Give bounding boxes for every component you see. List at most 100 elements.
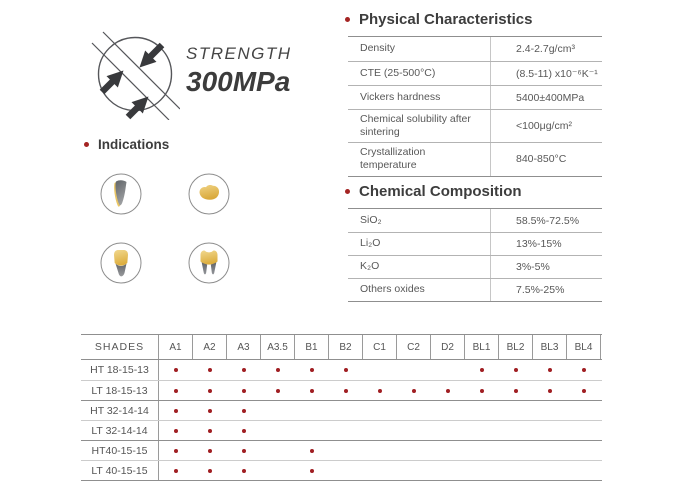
shade-availability-cell xyxy=(499,401,533,420)
shade-availability-cell xyxy=(261,381,295,400)
shade-availability-cell xyxy=(227,441,261,460)
availability-dot-icon xyxy=(208,408,212,413)
shade-availability-cell xyxy=(533,461,567,480)
shade-availability-cell xyxy=(159,461,193,480)
availability-dot-icon xyxy=(378,388,382,393)
availability-dot-icon xyxy=(174,408,178,413)
anterior-crown-icon xyxy=(100,242,142,284)
shade-column-header: A1 xyxy=(159,335,193,359)
shade-availability-cell xyxy=(465,381,499,400)
availability-dot-icon xyxy=(208,448,212,453)
shade-availability-cell xyxy=(329,360,363,380)
availability-dot-icon xyxy=(242,468,246,473)
shade-row-label: LT 18-15-13 xyxy=(81,381,159,400)
shade-availability-cell xyxy=(363,461,397,480)
shade-availability-cell xyxy=(465,421,499,440)
shade-availability-cell xyxy=(397,461,431,480)
shade-row-label: LT 32-14-14 xyxy=(81,421,159,440)
availability-dot-icon xyxy=(208,468,212,473)
row-value: 13%-15% xyxy=(490,233,602,255)
shade-availability-cell xyxy=(533,360,567,380)
shade-availability-cell xyxy=(465,441,499,460)
shade-availability-cell xyxy=(261,401,295,420)
indications-title-text: Indications xyxy=(98,137,170,152)
row-value: 840-850°C xyxy=(490,143,602,176)
shade-availability-cell xyxy=(431,421,465,440)
availability-dot-icon xyxy=(582,368,586,372)
shade-availability-cell xyxy=(363,401,397,420)
shade-availability-cell xyxy=(465,401,499,420)
availability-dot-icon xyxy=(582,388,586,393)
physical-characteristics-table: Density 2.4-2.7g/cm³ CTE (25-500°C) (8.5… xyxy=(348,36,602,177)
shade-availability-cell xyxy=(499,461,533,480)
molar-crown-icon xyxy=(188,242,230,284)
shade-availability-cell xyxy=(397,401,431,420)
shade-availability-cell xyxy=(159,441,193,460)
shade-column-header: BL4 xyxy=(567,335,601,359)
row-value: (8.5-11) x10⁻⁶K⁻¹ xyxy=(490,62,602,85)
table-row: Density 2.4-2.7g/cm³ xyxy=(348,37,602,61)
row-label: SiO₂ xyxy=(360,213,382,226)
shade-availability-cell xyxy=(193,461,227,480)
shade-column-header: A3.5 xyxy=(261,335,295,359)
row-value: 5400±400MPa xyxy=(490,86,602,109)
shade-availability-cell xyxy=(227,461,261,480)
shade-table-row: HT40-15-15 xyxy=(81,440,602,460)
availability-dot-icon xyxy=(514,368,518,372)
table-row: K₂O 3%-5% xyxy=(348,255,602,278)
availability-dot-icon xyxy=(242,408,246,413)
availability-dot-icon xyxy=(208,428,212,433)
shade-table-row: LT 32-14-14 xyxy=(81,420,602,440)
row-label: CTE (25-500°C) xyxy=(360,66,436,79)
shade-availability-cell xyxy=(533,421,567,440)
shade-availability-cell xyxy=(567,461,601,480)
red-bullet-icon xyxy=(84,142,89,147)
shade-availability-cell xyxy=(499,441,533,460)
shade-column-header: D2 xyxy=(431,335,465,359)
shade-row-label: LT 40-15-15 xyxy=(81,461,159,480)
shade-availability-cell xyxy=(431,360,465,380)
physical-characteristics-title: Physical Characteristics xyxy=(345,11,532,28)
shade-availability-cell xyxy=(227,421,261,440)
strength-label: STRENGTH xyxy=(186,44,292,63)
shade-availability-cell xyxy=(567,421,601,440)
row-label: Others oxides xyxy=(360,283,425,296)
shade-availability-cell xyxy=(261,360,295,380)
shade-availability-cell xyxy=(227,360,261,380)
shade-availability-cell xyxy=(533,381,567,400)
table-row: Chemical solubility after sintering <100… xyxy=(348,109,602,143)
shade-availability-cell xyxy=(363,421,397,440)
shade-table-row: HT 32-14-14 xyxy=(81,400,602,420)
availability-dot-icon xyxy=(174,368,178,372)
shade-availability-cell xyxy=(567,401,601,420)
row-label: Chemical solubility after sintering xyxy=(360,113,471,139)
shades-header-cell: SHADES xyxy=(81,335,159,359)
strength-spec: STRENGTH 300MPa xyxy=(186,44,292,98)
shade-availability-cell xyxy=(193,401,227,420)
row-label: Density xyxy=(360,42,396,55)
row-value: 2.4-2.7g/cm³ xyxy=(490,37,602,61)
chemical-title-text: Chemical Composition xyxy=(359,183,522,200)
shade-availability-cell xyxy=(193,360,227,380)
shade-availability-cell xyxy=(499,421,533,440)
shade-column-header: A3 xyxy=(227,335,261,359)
availability-dot-icon xyxy=(310,368,314,372)
availability-dot-icon xyxy=(242,388,246,393)
shade-availability-cell xyxy=(261,421,295,440)
availability-dot-icon xyxy=(514,388,518,393)
shades-availability-table: SHADES A1 A2 A3 A3.5 B1 B2 C1 C2 D2 BL1 BL2 BL3 BL4 HT… xyxy=(81,334,602,481)
availability-dot-icon xyxy=(174,388,178,393)
shade-availability-cell xyxy=(329,461,363,480)
table-row: Vickers hardness 5400±400MPa xyxy=(348,85,602,109)
shade-column-header: C2 xyxy=(397,335,431,359)
shade-availability-cell xyxy=(397,360,431,380)
shade-availability-cell xyxy=(431,461,465,480)
shade-column-header: BL3 xyxy=(533,335,567,359)
shade-column-header: B2 xyxy=(329,335,363,359)
table-row: SiO₂ 58.5%-72.5% xyxy=(348,209,602,232)
table-row: Li₂O 13%-15% xyxy=(348,232,602,255)
availability-dot-icon xyxy=(276,368,280,372)
shade-availability-cell xyxy=(431,441,465,460)
availability-dot-icon xyxy=(242,448,246,453)
availability-dot-icon xyxy=(310,388,314,393)
